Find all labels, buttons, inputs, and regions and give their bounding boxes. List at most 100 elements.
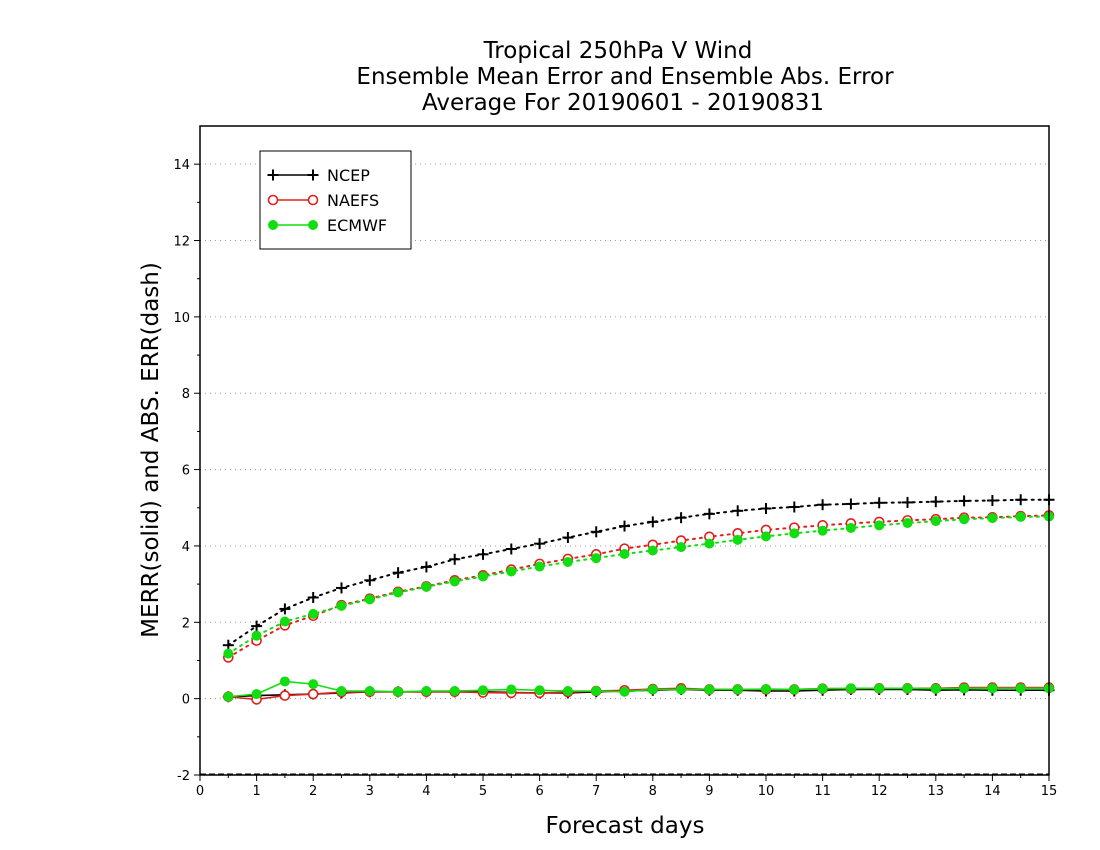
data-point (789, 528, 800, 539)
data-point (251, 689, 262, 700)
data-point (647, 545, 658, 556)
data-point (761, 531, 771, 542)
y-tick-label: 2 (182, 616, 190, 631)
x-tick-label: 4 (422, 784, 430, 799)
data-point (647, 684, 658, 695)
data-point (336, 600, 347, 611)
legend-item-ncep: NCEP (267, 166, 370, 185)
data-point (930, 516, 941, 527)
series-naefs (223, 510, 1055, 705)
data-point (364, 686, 375, 697)
series-ncep (222, 494, 1055, 703)
data-point (1015, 511, 1026, 522)
data-point (987, 513, 998, 524)
data-point (1015, 494, 1027, 506)
data-point (930, 496, 942, 508)
x-tick-label: 7 (592, 784, 600, 799)
x-tick-label: 15 (1041, 784, 1058, 799)
data-point (874, 520, 885, 531)
data-point (506, 684, 517, 695)
data-point (845, 683, 856, 694)
data-point (930, 683, 941, 694)
data-point (308, 220, 318, 230)
grid-lines (200, 163, 1049, 775)
data-point (902, 683, 913, 694)
data-point (534, 685, 545, 696)
data-point (591, 686, 602, 697)
data-point (336, 582, 347, 594)
y-tick-label: 6 (182, 464, 190, 479)
x-tick-label: 14 (984, 784, 1001, 799)
x-axis: 0 1 2 3 4 5 6 7 8 9 10 11 12 13 14 15 (196, 775, 1057, 799)
data-point (704, 684, 715, 695)
data-point (986, 495, 998, 507)
data-point (251, 630, 262, 641)
data-point (449, 686, 460, 697)
data-point (268, 220, 278, 230)
data-point (845, 522, 856, 533)
data-point (845, 498, 857, 510)
data-point (279, 676, 290, 687)
data-point (279, 603, 291, 615)
data-point (364, 574, 376, 586)
x-tick-label: 8 (649, 784, 657, 799)
data-point (789, 684, 800, 695)
data-point (420, 561, 432, 573)
data-point (393, 587, 404, 598)
series-layer (222, 494, 1055, 705)
abs-error-line (227, 514, 1050, 659)
data-point (393, 686, 404, 697)
data-point (761, 684, 771, 695)
x-tick-label: 13 (928, 784, 945, 799)
abs-error-line (227, 515, 1050, 655)
data-point (336, 686, 347, 697)
data-point (619, 548, 630, 559)
data-point (562, 686, 573, 697)
y-axis-label: MERR(solid) and ABS. ERR(dash) (138, 262, 164, 638)
data-point (421, 686, 432, 697)
data-point (1015, 683, 1026, 694)
data-point (732, 505, 744, 517)
data-point (562, 532, 574, 544)
y-tick-label: -2 (177, 769, 190, 784)
legend-label: NCEP (327, 166, 370, 185)
data-point (902, 518, 913, 529)
data-point (534, 538, 546, 550)
y-tick-label: 10 (173, 311, 190, 326)
data-point (267, 194, 279, 206)
data-point (308, 608, 319, 619)
data-point (591, 553, 602, 564)
title-line-2: Ensemble Mean Error and Ensemble Abs. Er… (356, 64, 894, 90)
data-point (958, 495, 970, 507)
data-point (506, 566, 517, 577)
x-tick-label: 2 (309, 784, 317, 799)
y-tick-label: 4 (182, 540, 190, 555)
data-point (788, 501, 800, 513)
legend-item-ecmwf: ECMWF (268, 216, 387, 235)
y-tick-label: 12 (173, 235, 190, 250)
legend: NCEP NAEFS ECMWF (259, 150, 412, 250)
data-point (449, 576, 460, 587)
data-point (873, 497, 885, 509)
data-point (704, 538, 715, 549)
title-line-3: Average For 20190601 - 20190831 (422, 90, 824, 116)
data-point (223, 691, 234, 702)
data-point (505, 543, 517, 555)
data-point (421, 581, 432, 592)
x-tick-label: 1 (252, 784, 260, 799)
data-point (307, 194, 319, 206)
data-point (760, 503, 772, 515)
data-point (703, 508, 715, 520)
x-tick-label: 0 (196, 784, 204, 799)
legend-label: ECMWF (327, 216, 387, 235)
y-tick-label: 0 (182, 693, 190, 708)
x-tick-label: 9 (705, 784, 713, 799)
data-point (307, 169, 319, 181)
x-tick-label: 5 (479, 784, 487, 799)
x-tick-label: 12 (871, 784, 888, 799)
data-point (308, 679, 319, 690)
legend-label: NAEFS (327, 191, 379, 210)
data-point (959, 683, 970, 694)
data-point (223, 648, 234, 659)
